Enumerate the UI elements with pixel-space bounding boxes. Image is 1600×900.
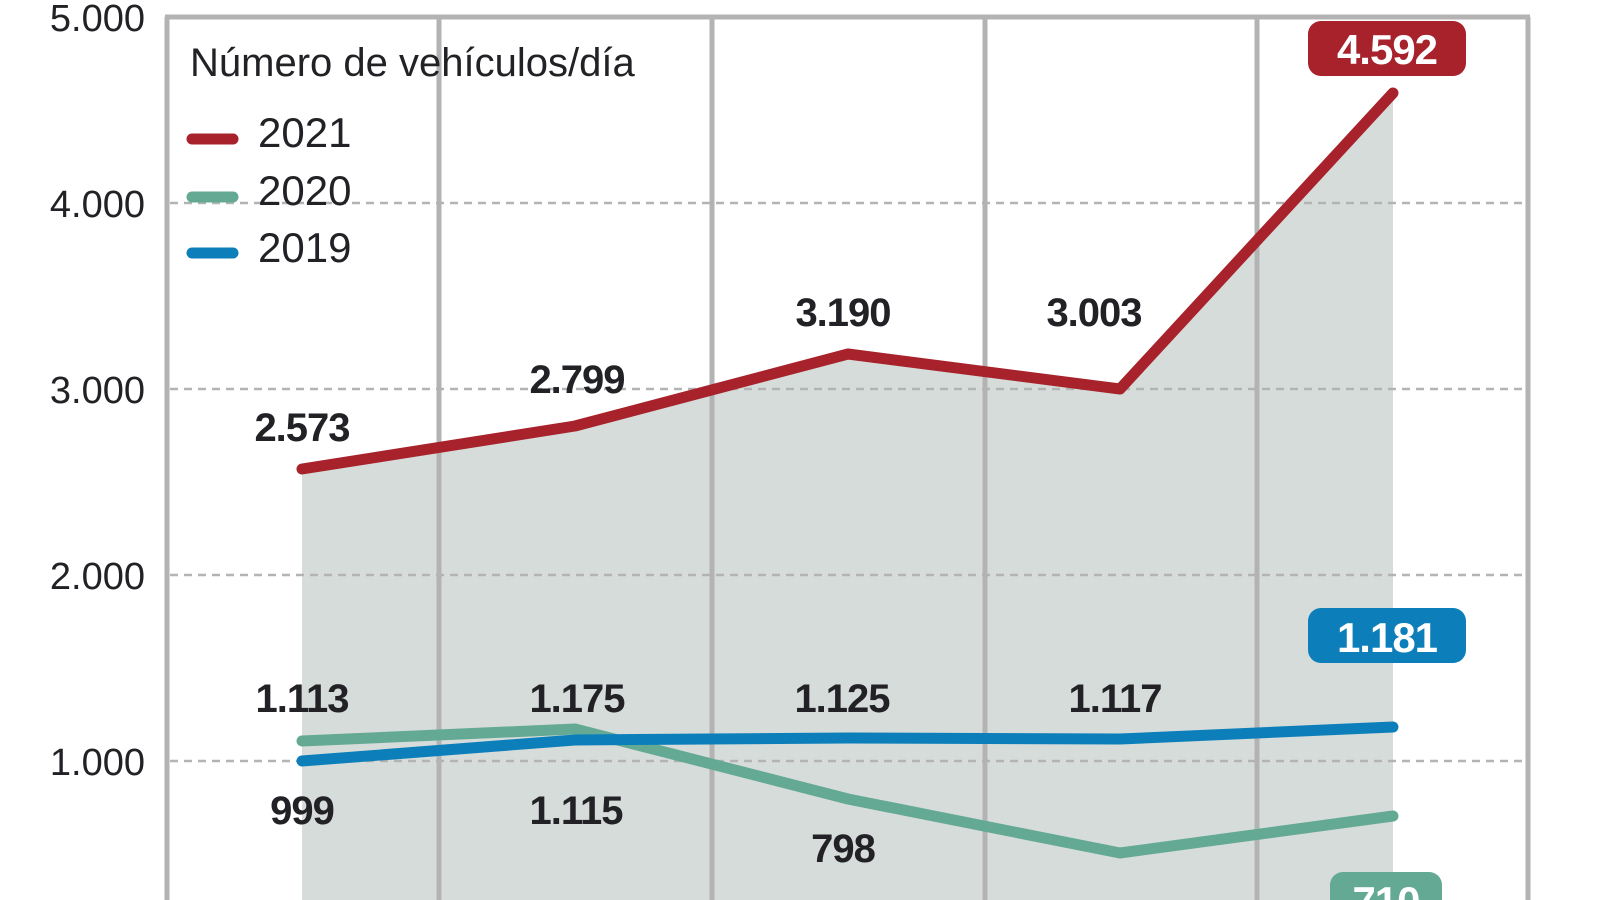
badge-2019: 1.181: [1308, 608, 1466, 663]
badge-2020: 710: [1330, 872, 1442, 900]
y-tick-5000: 5.000: [50, 0, 145, 40]
legend: Número de vehículos/día 2021 2020 2019: [186, 41, 635, 271]
y-tick-4000: 4.000: [50, 184, 145, 226]
value-label: 999: [270, 789, 334, 833]
y-axis: 5.000 4.000 3.000 2.000 1.000: [50, 0, 145, 784]
value-label: 1.117: [1069, 677, 1162, 721]
y-tick-3000: 3.000: [50, 370, 145, 412]
legend-label-2021: 2021: [258, 109, 351, 156]
badge-2021: 4.592: [1308, 21, 1466, 76]
line-2019: [296, 721, 1399, 767]
value-label: 2.573: [254, 406, 349, 450]
value-label: 1.175: [529, 677, 625, 721]
y-tick-2000: 2.000: [50, 556, 145, 598]
labels-upper-row: 1.113 1.175 1.125 1.117: [256, 677, 1163, 721]
line-2020: [296, 723, 1399, 859]
badge-2021-text: 4.592: [1337, 26, 1437, 73]
legend-label-2020: 2020: [258, 167, 351, 214]
badge-2019-text: 1.181: [1337, 614, 1438, 661]
labels-2021: 2.573 2.799 3.190 3.003: [254, 291, 1142, 450]
area-fill-2021: [302, 93, 1393, 900]
labels-lower-row: 999 1.115 798: [270, 789, 876, 871]
horizontal-gridlines: [170, 201, 1526, 763]
value-label: 798: [811, 827, 875, 871]
value-label: 1.113: [256, 677, 349, 721]
legend-title: Número de vehículos/día: [190, 41, 635, 85]
value-label: 3.190: [795, 291, 890, 335]
value-label: 2.799: [529, 358, 624, 402]
value-label: 3.003: [1046, 291, 1141, 335]
value-label: 1.115: [530, 789, 624, 833]
line-2021: [296, 87, 1399, 475]
legend-label-2019: 2019: [258, 224, 351, 271]
y-tick-1000: 1.000: [50, 742, 145, 784]
badge-2020-text: 710: [1352, 878, 1419, 900]
value-label: 1.125: [794, 677, 890, 721]
